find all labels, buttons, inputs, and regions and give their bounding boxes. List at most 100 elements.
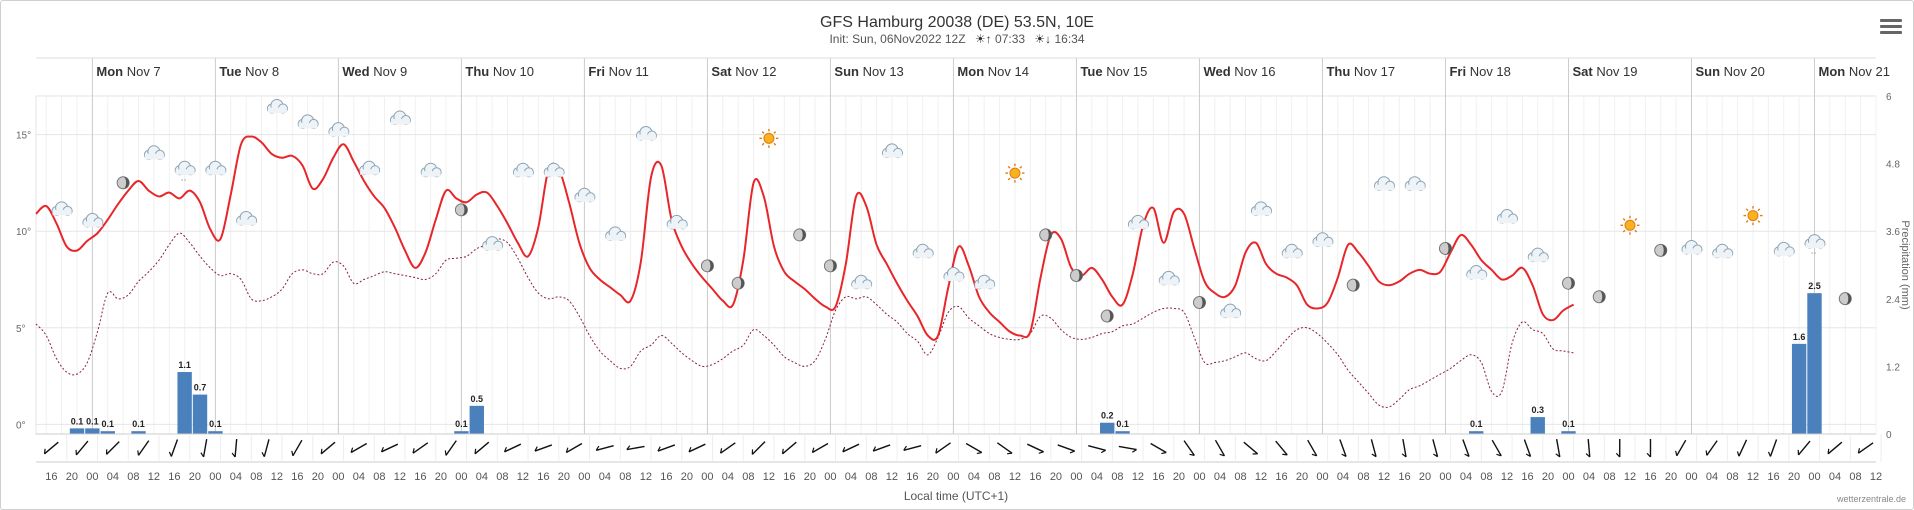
y-right-tick-label: 3.6 bbox=[1886, 227, 1900, 238]
hour-tick-label: 16 bbox=[414, 471, 426, 483]
day-label-14: Mon Nov 21 bbox=[1818, 64, 1890, 79]
wind-barb-flag bbox=[474, 448, 477, 454]
wind-barb-icon bbox=[412, 442, 429, 454]
hour-tick-label: 12 bbox=[1378, 471, 1390, 483]
wind-barb-icon bbox=[292, 439, 303, 457]
hour-tick-label: 04 bbox=[1583, 471, 1595, 483]
hour-tick-label: 16 bbox=[1398, 471, 1410, 483]
cloud-icon bbox=[1496, 209, 1518, 224]
y-right-tick-label: 1.2 bbox=[1886, 362, 1900, 373]
moon-shadow bbox=[1660, 244, 1667, 257]
hour-tick-label: 08 bbox=[1111, 471, 1123, 483]
wind-barb-flag bbox=[842, 446, 846, 453]
cloud-icon bbox=[1312, 232, 1334, 247]
wind-barb-flag bbox=[534, 446, 538, 452]
hour-tick-label: 04 bbox=[353, 471, 365, 483]
hour-tick-label: 08 bbox=[742, 471, 754, 483]
cloud-icon bbox=[1250, 201, 1272, 216]
sun-ray bbox=[1007, 177, 1011, 181]
sun-ray bbox=[1622, 218, 1626, 221]
wind-barb-flag bbox=[657, 446, 661, 452]
moon-shadow bbox=[1076, 269, 1083, 282]
wind-barb-icon bbox=[1462, 439, 1470, 457]
hour-tick-label: 16 bbox=[1521, 471, 1533, 483]
precip-label: 0.5 bbox=[471, 394, 484, 404]
precip-bar bbox=[177, 372, 192, 434]
hour-tick-label: 12 bbox=[517, 471, 529, 483]
hour-tick-label: 20 bbox=[1419, 471, 1431, 483]
wind-barb-icon bbox=[263, 439, 270, 457]
cloud-icon bbox=[1220, 303, 1242, 319]
hour-tick-label: 16 bbox=[1275, 471, 1287, 483]
moon-shadow bbox=[1568, 277, 1575, 290]
hour-tick-label: 08 bbox=[1480, 471, 1492, 483]
precip-bar bbox=[85, 428, 100, 434]
plot-area bbox=[35, 95, 1877, 435]
moon-shadow bbox=[799, 228, 806, 241]
cloud-icon bbox=[574, 187, 596, 203]
hour-tick-label: 08 bbox=[619, 471, 631, 483]
hour-tick-label: 00 bbox=[455, 471, 467, 483]
hour-tick-label: 12 bbox=[1747, 471, 1759, 483]
wind-barb-flag bbox=[903, 445, 907, 451]
hour-tick-label: 04 bbox=[1337, 471, 1349, 483]
hour-tick-label: 20 bbox=[927, 471, 939, 483]
cloud-icon bbox=[543, 162, 565, 178]
day-label-10: Thu Nov 17 bbox=[1326, 64, 1395, 79]
wind-barb-icon bbox=[1026, 443, 1044, 453]
sun-icon bbox=[1624, 219, 1636, 231]
precip-label: 0.1 bbox=[1562, 419, 1575, 429]
hour-tick-label: 12 bbox=[640, 471, 652, 483]
hour-tick-label: 20 bbox=[1296, 471, 1308, 483]
precip-bar bbox=[1469, 431, 1484, 434]
wind-barb-icon bbox=[782, 441, 797, 455]
wind-barb-flag bbox=[1736, 451, 1740, 457]
wind-barb-flag bbox=[1132, 449, 1137, 453]
moon-shadow bbox=[1199, 296, 1206, 309]
precip-bar bbox=[469, 405, 484, 434]
hour-tick-label: 08 bbox=[373, 471, 385, 483]
moon-shadow bbox=[707, 259, 714, 272]
precip-bar bbox=[208, 431, 223, 434]
wind-barb-icon bbox=[1307, 439, 1318, 457]
hour-tick-label: 08 bbox=[865, 471, 877, 483]
wind-barb-flag bbox=[1496, 453, 1502, 457]
wind-barb-icon bbox=[1118, 445, 1137, 451]
hour-tick-label: 00 bbox=[86, 471, 98, 483]
wind-barb-icon bbox=[504, 443, 522, 453]
hamburger-menu-icon[interactable] bbox=[1880, 16, 1902, 38]
precip-label: 0.1 bbox=[1116, 419, 1129, 429]
wind-barb-icon bbox=[1057, 444, 1075, 452]
init-time: Init: Sun, 06Nov2022 12Z bbox=[829, 32, 966, 46]
cloud-icon bbox=[82, 212, 104, 228]
wind-barb-icon bbox=[1857, 442, 1874, 454]
wind-barb-icon bbox=[965, 442, 983, 454]
wind-barb-flag bbox=[320, 448, 323, 454]
sun-ray bbox=[1622, 229, 1626, 233]
hour-tick-label: 12 bbox=[1255, 471, 1267, 483]
wind-barb-icon bbox=[1370, 439, 1377, 457]
rain-drops-icon: ·· bbox=[181, 174, 187, 184]
hour-tick-label: 04 bbox=[230, 471, 242, 483]
sun-icon bbox=[763, 132, 775, 144]
wind-barb-icon bbox=[1555, 439, 1561, 457]
cloud-icon bbox=[266, 98, 288, 114]
wind-barb-icon bbox=[1491, 439, 1502, 457]
wind-barb-flag bbox=[719, 448, 723, 454]
hour-tick-label: 00 bbox=[1808, 471, 1820, 483]
hour-tick-label: 00 bbox=[332, 471, 344, 483]
cloud-icon bbox=[1466, 265, 1488, 280]
hour-tick-label: 16 bbox=[1767, 471, 1779, 483]
precip-bar bbox=[100, 431, 115, 434]
wind-barb-flag bbox=[1069, 450, 1075, 454]
sun-ray bbox=[1757, 220, 1761, 223]
wind-barb-flag bbox=[1646, 452, 1651, 458]
precip-bar bbox=[1100, 422, 1115, 434]
wind-barb-flag bbox=[503, 446, 507, 453]
wind-barb-icon bbox=[1432, 439, 1439, 457]
wind-barb-icon bbox=[626, 445, 645, 451]
sun-ray bbox=[1745, 208, 1749, 212]
wind-barb-icon bbox=[137, 440, 150, 456]
cloud-icon bbox=[236, 210, 258, 226]
temperature-line bbox=[35, 135, 1575, 341]
